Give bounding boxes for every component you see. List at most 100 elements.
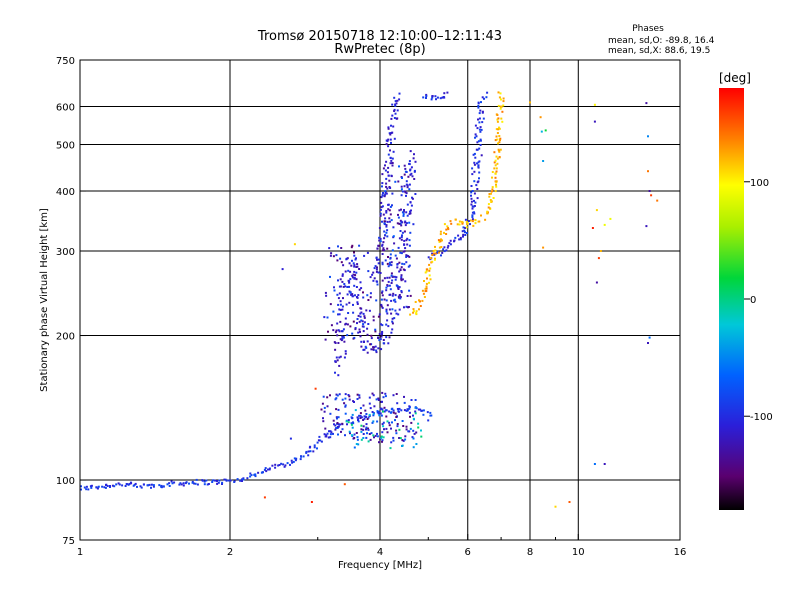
cloud-point	[337, 408, 340, 411]
trace-point	[330, 431, 333, 434]
trace-point	[362, 340, 365, 343]
trace-point	[473, 211, 475, 214]
trace-point	[425, 270, 428, 273]
trace-point	[103, 486, 106, 489]
trace-point	[359, 330, 361, 333]
trace-point	[349, 270, 352, 273]
cloud-point	[362, 433, 365, 435]
trace-point	[500, 98, 502, 101]
trace-point	[462, 233, 465, 236]
outlier-point	[603, 223, 606, 226]
trace-point	[458, 223, 461, 226]
cloud-point	[392, 439, 395, 442]
trace-point	[410, 204, 413, 207]
trace-point	[280, 462, 283, 465]
trace-point	[432, 252, 435, 255]
trace-point	[470, 197, 473, 200]
cloud-point	[381, 291, 383, 294]
trace-point	[391, 103, 394, 106]
cloud-point	[385, 310, 388, 313]
trace-point	[433, 258, 436, 261]
trace-point	[488, 195, 491, 198]
cloud-point	[399, 297, 402, 300]
trace-point	[117, 482, 120, 485]
trace-point	[470, 191, 473, 194]
trace-point	[472, 205, 475, 208]
trace-point	[499, 137, 502, 140]
trace-point	[396, 266, 399, 269]
trace-point	[396, 99, 399, 102]
trace-point	[479, 139, 482, 142]
trace-point	[328, 430, 330, 433]
cloud-point	[390, 274, 393, 277]
trace-point	[362, 312, 365, 315]
trace-point	[482, 117, 485, 120]
cloud-point	[380, 435, 383, 438]
trace-point	[443, 92, 446, 95]
y-axis-label: Stationary phase Virtual Height [km]	[39, 208, 50, 392]
trace-point	[193, 482, 196, 485]
trace-point	[90, 486, 93, 489]
cloud-point	[371, 392, 374, 395]
trace-point	[406, 184, 409, 187]
cloud-point	[400, 279, 403, 282]
cloud-point	[381, 423, 384, 426]
cloud-point	[381, 185, 383, 188]
trace-point	[408, 163, 411, 166]
trace-point	[89, 485, 92, 488]
trace-point	[293, 457, 296, 460]
trace-point	[313, 446, 316, 449]
trace-point	[494, 139, 497, 142]
cloud-point	[322, 395, 325, 398]
trace-point	[493, 161, 496, 164]
cloud-point	[353, 336, 356, 339]
trace-point	[359, 281, 362, 284]
trace-point	[498, 141, 501, 144]
trace-point	[404, 280, 407, 283]
trace-point	[498, 127, 501, 130]
trace-point	[162, 485, 165, 488]
cloud-point	[389, 205, 392, 208]
trace-point	[253, 473, 256, 476]
colorbar	[719, 88, 744, 510]
trace-point	[486, 91, 489, 94]
trace-point	[179, 482, 182, 485]
trace-point	[390, 124, 392, 127]
cloud-point	[352, 422, 355, 425]
cloud-point	[409, 427, 412, 430]
cloud-point	[334, 428, 337, 431]
cloud-point	[350, 434, 353, 437]
cloud-point	[365, 436, 368, 439]
trace-point	[409, 212, 412, 215]
cloud-point	[412, 437, 415, 440]
trace-point	[474, 222, 477, 225]
trace-point	[400, 274, 403, 277]
trace-point	[464, 227, 467, 229]
trace-point	[378, 333, 381, 335]
cloud-point	[391, 308, 394, 311]
trace-point	[398, 270, 401, 273]
trace-point	[498, 156, 501, 158]
trace-point	[362, 348, 365, 351]
trace-point	[336, 359, 339, 362]
trace-point	[491, 171, 494, 173]
trace-point	[341, 280, 344, 283]
cloud-point	[321, 402, 324, 405]
cloud-point	[335, 397, 338, 400]
colorbar-title: [deg]	[719, 71, 751, 85]
cloud-point	[340, 247, 343, 249]
cloud-point	[408, 221, 411, 224]
trace-point	[354, 327, 357, 329]
trace-point	[336, 334, 339, 337]
trace-point	[214, 479, 217, 482]
trace-point	[353, 270, 356, 273]
trace-point	[396, 117, 399, 120]
trace-point	[363, 348, 366, 351]
trace-point	[358, 288, 361, 291]
cloud-point	[395, 393, 398, 395]
trace-point	[349, 278, 352, 281]
outlier-point	[647, 135, 649, 138]
trace-point	[393, 117, 396, 119]
cloud-point	[407, 430, 410, 433]
cloud-point	[380, 407, 383, 410]
